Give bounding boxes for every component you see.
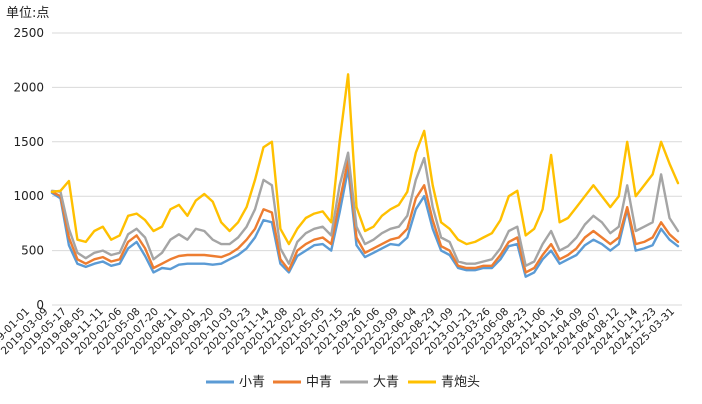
y-axis-ticks: 0 500 1000 1500 2000 2500 <box>13 26 44 312</box>
y-tick-label: 1500 <box>13 135 44 149</box>
series-line-2 <box>50 151 680 267</box>
legend: 小青 中青 大青 青炮头 <box>206 375 480 390</box>
series-line-1 <box>50 159 680 274</box>
unit-label: 单位:点 <box>6 6 49 21</box>
legend-label: 青炮头 <box>441 375 480 390</box>
grid-lines <box>52 32 682 306</box>
series-line-0 <box>50 167 680 278</box>
legend-label: 小青 <box>239 375 265 390</box>
series-lines <box>50 73 680 278</box>
y-tick-label: 1000 <box>13 189 44 203</box>
y-tick-label: 500 <box>21 244 44 258</box>
series-line-3 <box>50 73 680 246</box>
y-tick-label: 2500 <box>13 26 44 40</box>
legend-label: 大青 <box>373 375 399 390</box>
x-axis-ticks: 2019-01-012019-03-092019-05-172019-08-05… <box>0 305 677 357</box>
y-tick-label: 0 <box>36 298 44 312</box>
legend-label: 中青 <box>306 375 332 390</box>
y-tick-label: 2000 <box>13 80 44 94</box>
